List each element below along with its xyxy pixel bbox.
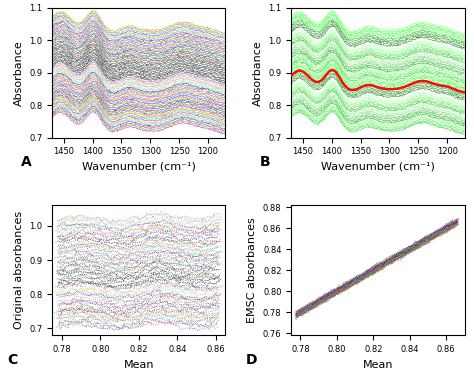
X-axis label: Wavenumber (cm⁻¹): Wavenumber (cm⁻¹) — [82, 162, 196, 172]
Y-axis label: Absorbance: Absorbance — [253, 40, 263, 106]
X-axis label: Wavenumber (cm⁻¹): Wavenumber (cm⁻¹) — [321, 162, 435, 172]
Text: C: C — [7, 353, 18, 367]
Text: B: B — [260, 155, 271, 169]
Y-axis label: Absorbance: Absorbance — [14, 40, 24, 106]
X-axis label: Mean: Mean — [363, 360, 393, 370]
Y-axis label: EMSC absorbances: EMSC absorbances — [247, 218, 257, 323]
Text: A: A — [21, 155, 32, 169]
Text: D: D — [246, 353, 258, 367]
Y-axis label: Original absorbances: Original absorbances — [14, 211, 24, 329]
X-axis label: Mean: Mean — [124, 360, 154, 370]
